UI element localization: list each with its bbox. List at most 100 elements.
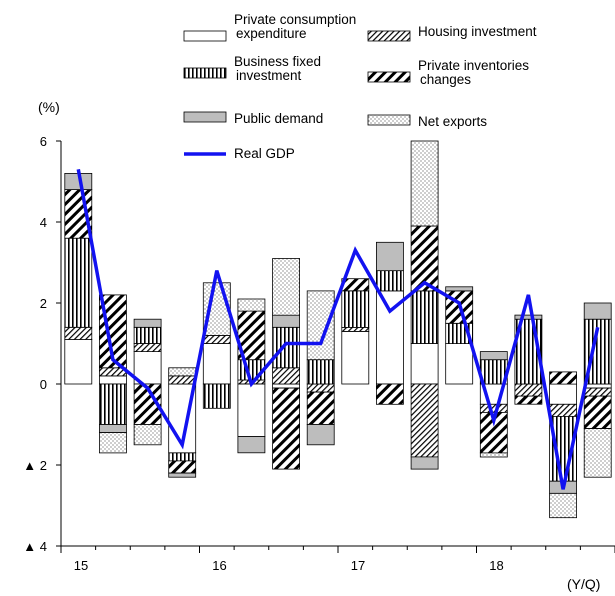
bar-segment-housing-15Q4 xyxy=(168,375,197,385)
bar-segment-netexports-18Q4 xyxy=(583,428,612,478)
bar-segment-netexports-15Q3 xyxy=(133,424,162,446)
legend-label-gdp: Real GDP xyxy=(234,146,295,161)
bar-segment-bfi-15Q2 xyxy=(99,383,127,425)
bar-segment-pce-16Q1 xyxy=(202,343,231,385)
bar-segment-housing-17Q1 xyxy=(341,326,370,332)
bar-segment-pce-15Q1 xyxy=(64,338,93,385)
bar-segment-pce-15Q2 xyxy=(99,375,127,385)
legend-item-public: Public demand xyxy=(183,111,323,126)
bar-segment-housing-15Q1 xyxy=(64,326,93,340)
bar-segment-pce-18Q4 xyxy=(583,383,612,389)
plot-area xyxy=(64,140,612,519)
bar-segment-bfi-17Q3 xyxy=(410,290,439,344)
bar-segment-bfi-16Q2 xyxy=(237,359,266,381)
bar-segment-public-17Q4 xyxy=(445,286,474,292)
legend-item-gdp: Real GDP xyxy=(184,146,295,161)
bar-segment-housing-18Q1 xyxy=(479,403,508,413)
legend-item-netexports: Net exports xyxy=(367,114,487,129)
bar-segment-netexports-16Q3 xyxy=(272,258,301,316)
bar-segment-housing-18Q4 xyxy=(583,387,612,397)
bar-segment-netexports-15Q2 xyxy=(99,432,127,454)
bar-segment-housing-18Q2 xyxy=(514,383,543,397)
bar-segment-public-17Q3 xyxy=(410,456,439,470)
bar-segment-housing-16Q1 xyxy=(202,334,231,344)
bar-segment-pce-16Q2 xyxy=(237,383,266,437)
x-tick-label: 16 xyxy=(212,558,226,573)
bar-segment-inventories-15Q4 xyxy=(168,460,197,474)
bar-segment-inventories-18Q2 xyxy=(514,395,543,405)
bar-segment-netexports-16Q1 xyxy=(202,282,231,336)
bar-segment-public-16Q4 xyxy=(306,424,335,446)
legend-swatch-inventories xyxy=(367,71,411,83)
bar-segment-bfi-16Q3 xyxy=(272,326,301,369)
bar-segment-pce-17Q1 xyxy=(341,330,370,385)
bar-segment-housing-16Q3 xyxy=(272,367,301,385)
bar-segment-public-15Q3 xyxy=(133,318,162,328)
gdp-line-layer xyxy=(76,168,600,490)
bar-segment-netexports-15Q4 xyxy=(168,367,197,377)
bar-segment-inventories-16Q3 xyxy=(272,387,301,470)
legend-swatch-netexports xyxy=(367,114,411,126)
legend-label-inventories: Private inventories xyxy=(418,58,529,73)
x-axis-title: (Y/Q) xyxy=(567,576,600,592)
bar-segment-public-15Q4 xyxy=(168,472,197,478)
axes: 6 4 2 0 ▲ 2 ▲ 4 15 16 17 18 xyxy=(23,134,615,573)
bar-segment-inventories-17Q2 xyxy=(375,383,404,405)
y-axis-title: (%) xyxy=(38,99,60,115)
bar-segment-housing-17Q3 xyxy=(410,383,439,458)
legend-label-pce: expenditure xyxy=(236,26,307,41)
bar-segment-bfi-18Q1 xyxy=(479,359,508,385)
bar-segment-inventories-18Q3 xyxy=(549,371,577,385)
bar-segment-pce-17Q2 xyxy=(375,290,404,385)
legend-swatch-pce xyxy=(183,30,227,42)
bar-segment-netexports-18Q3 xyxy=(549,492,577,519)
legend-item-housing: Housing investment xyxy=(367,24,537,42)
bar-segment-netexports-16Q4 xyxy=(306,290,335,361)
legend-label-bfi: investment xyxy=(236,68,302,83)
legend-swatch-public xyxy=(183,111,227,123)
y-tick-label: ▲ 4 xyxy=(23,539,47,554)
bar-segment-netexports-17Q3 xyxy=(410,140,439,227)
bar-segment-bfi-15Q3 xyxy=(133,326,162,344)
bar-segment-public-17Q2 xyxy=(375,241,404,272)
bar-segment-pce-17Q3 xyxy=(410,343,439,385)
y-tick-label: ▲ 2 xyxy=(23,458,47,473)
bar-segment-public-16Q2 xyxy=(237,436,266,454)
bar-segment-housing-16Q4 xyxy=(306,383,335,393)
bar-segment-inventories-16Q4 xyxy=(306,391,335,425)
x-tick-label: 15 xyxy=(74,558,88,573)
x-tick-label: 18 xyxy=(489,558,503,573)
bar-segment-bfi-15Q4 xyxy=(168,452,197,462)
bar-segment-housing-18Q3 xyxy=(549,403,577,417)
bar-segment-bfi-17Q2 xyxy=(375,270,404,292)
bar-segment-public-18Q1 xyxy=(479,351,508,361)
legend-label-netexports: Net exports xyxy=(418,114,487,129)
bar-segment-inventories-18Q4 xyxy=(583,395,612,429)
y-tick-label: 4 xyxy=(40,215,47,230)
legend-label-bfi: Business fixed xyxy=(234,54,321,69)
bar-segment-public-18Q2 xyxy=(514,314,543,320)
bar-segment-bfi-16Q1 xyxy=(202,383,231,409)
x-tick-label: 17 xyxy=(351,558,365,573)
bar-segment-netexports-18Q1 xyxy=(479,452,508,458)
y-tick-label: 0 xyxy=(40,377,47,392)
legend-swatch-housing xyxy=(367,30,411,42)
legend-label-inventories: changes xyxy=(420,72,471,87)
series-line-gdp xyxy=(76,168,600,490)
bar-segment-bfi-15Q1 xyxy=(64,237,93,328)
bar-segment-public-15Q2 xyxy=(99,424,127,434)
bar-segment-netexports-16Q2 xyxy=(237,298,266,312)
bar-segment-public-16Q3 xyxy=(272,314,301,328)
legend-label-pce: Private consumption xyxy=(234,12,356,27)
legend-swatch-bfi xyxy=(183,67,227,79)
y-tick-label: 2 xyxy=(40,296,47,311)
bar-segment-housing-15Q3 xyxy=(133,343,162,353)
bar-segment-bfi-17Q1 xyxy=(341,290,370,328)
bar-segment-pce-18Q3 xyxy=(549,383,577,405)
legend-label-public: Public demand xyxy=(234,111,323,126)
